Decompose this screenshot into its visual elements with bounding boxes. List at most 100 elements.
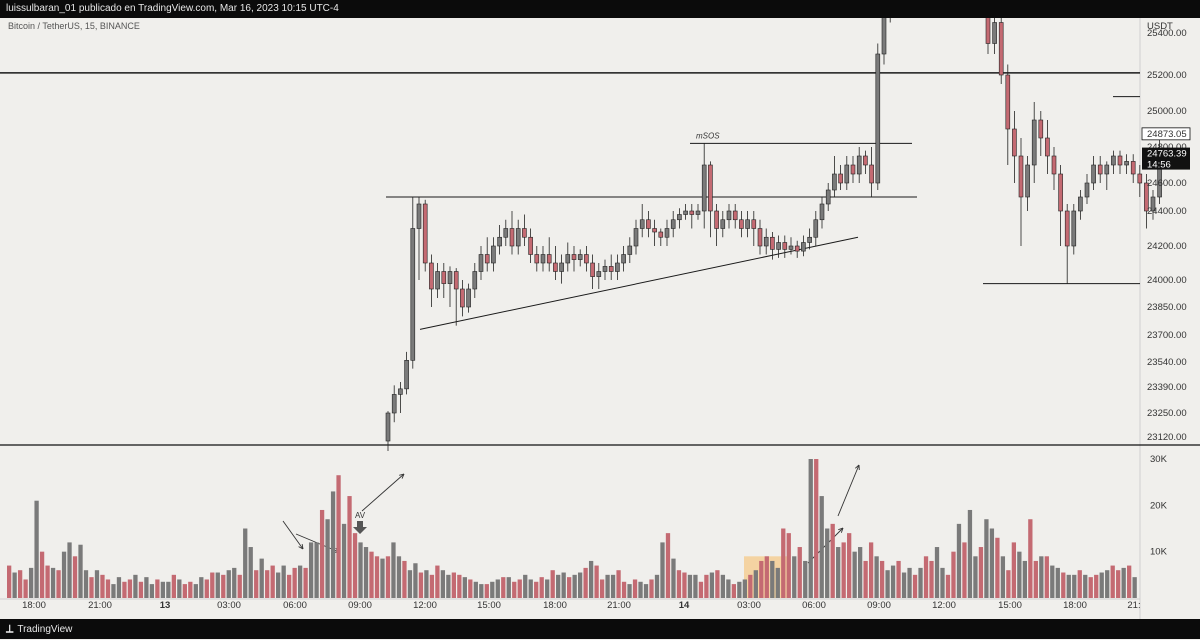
volume-bar [1116, 570, 1121, 598]
volume-bar [1121, 567, 1126, 598]
volume-bar [649, 579, 654, 598]
candle-body [1111, 155, 1116, 166]
volume-bar [424, 570, 429, 598]
volume-bar [1094, 574, 1099, 598]
candle-body [720, 219, 726, 229]
volume-bar [116, 577, 122, 598]
volume-bar [572, 574, 577, 598]
candle-body [503, 228, 509, 238]
price-tick-label: 24000.00 [1147, 275, 1187, 286]
volume-bar [929, 560, 934, 598]
volume-bar [1110, 565, 1115, 598]
volume-bar [133, 574, 138, 598]
volume-bar [726, 579, 731, 598]
volume-bar [1099, 572, 1104, 598]
candle-body [732, 210, 738, 221]
candle-body [1117, 155, 1123, 166]
candle-body [863, 155, 868, 166]
time-tick-label: 13 [160, 600, 171, 611]
volume-bar [528, 579, 533, 598]
volume-bar [358, 542, 363, 598]
volume-bar [962, 542, 967, 598]
tradingview-logo-icon: ⟂ [6, 623, 14, 635]
candle-body [701, 164, 707, 212]
volume-bar [825, 528, 830, 598]
volume-bar [539, 577, 544, 598]
volume-bar [940, 567, 945, 598]
volume-bar [193, 584, 198, 598]
volume-bar [166, 581, 171, 598]
volume-bar [814, 459, 819, 598]
volume-bar [918, 567, 923, 598]
volume-bar [270, 565, 275, 598]
volume-arrow [282, 520, 304, 550]
time-tick-label: 18:00 [543, 600, 567, 611]
volume-bar [610, 574, 616, 598]
candle-body [825, 189, 831, 205]
candle-body [776, 242, 781, 250]
volume-bar [523, 574, 528, 598]
price-tick-label: 23540.00 [1147, 357, 1187, 368]
volume-bar [144, 577, 149, 598]
candle-body [497, 236, 502, 247]
volume-bar [1127, 565, 1132, 598]
volume-bar [182, 584, 187, 598]
volume-bar [45, 565, 50, 598]
volume-bar [484, 584, 489, 598]
volume-bar [83, 570, 89, 598]
volume-bar [594, 565, 599, 598]
candle-body [683, 210, 688, 215]
volume-bar [391, 542, 396, 598]
time-tick-label: 03:00 [737, 600, 761, 611]
volume-bar [380, 558, 385, 598]
volume-bar [413, 563, 418, 598]
volume-arrow-head [399, 473, 405, 479]
candle-body [646, 219, 651, 229]
volume-bar [819, 496, 824, 598]
time-tick-label: 06:00 [283, 600, 307, 611]
volume-bar [105, 579, 111, 598]
candle-body [1005, 74, 1011, 130]
volume-bar [1022, 560, 1027, 598]
volume-bar [545, 579, 550, 598]
volume-bar [1017, 551, 1022, 598]
volume-bar [325, 519, 330, 598]
volume-bar [457, 574, 462, 598]
candle-body [565, 254, 571, 264]
candle-body [689, 210, 695, 215]
volume-bar [292, 567, 297, 598]
volume-bar [1011, 542, 1017, 598]
candle-body [1137, 173, 1143, 184]
candle-body [869, 164, 874, 184]
time-tick-label: 15:00 [477, 600, 501, 611]
volume-bar [1033, 560, 1038, 598]
volume-bar [61, 551, 67, 598]
candle-body [695, 210, 701, 215]
candle-body [1045, 137, 1050, 157]
volume-bar [89, 577, 94, 598]
price-tick-label: 23250.00 [1147, 408, 1187, 419]
time-tick-label: 15:00 [998, 600, 1022, 611]
candle-body [1091, 164, 1096, 184]
brand-label: TradingView [17, 624, 73, 635]
candle-body [571, 254, 577, 260]
volume-bar [759, 560, 764, 598]
time-tick-label: 09:00 [867, 600, 891, 611]
candle-body [621, 254, 626, 264]
price-tick-label: 24800.00 [1147, 142, 1187, 153]
time-tick-label: 12:00 [932, 600, 956, 611]
volume-bar [556, 574, 561, 598]
price-tick-label: 24400.00 [1147, 206, 1187, 217]
candle-body [416, 203, 422, 229]
volume-bar [583, 567, 588, 598]
volume-bar [808, 459, 813, 598]
volume-bar [67, 542, 72, 598]
volume-bar [704, 574, 709, 598]
time-tick-label: 21:00 [607, 600, 631, 611]
last-price-badge [1142, 147, 1190, 170]
volume-tick-label: 10K [1150, 547, 1168, 558]
candle-body [608, 266, 614, 272]
volume-bar [852, 551, 857, 598]
candle-body [1012, 128, 1017, 157]
